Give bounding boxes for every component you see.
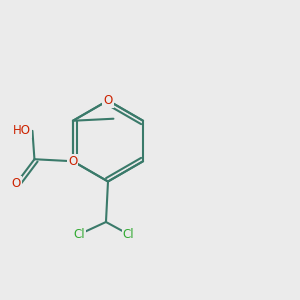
- Text: O: O: [103, 94, 112, 107]
- Text: O: O: [68, 155, 78, 168]
- Text: Cl: Cl: [74, 228, 85, 241]
- Text: O: O: [12, 177, 21, 190]
- Text: HO: HO: [13, 124, 31, 137]
- Text: Cl: Cl: [122, 228, 134, 241]
